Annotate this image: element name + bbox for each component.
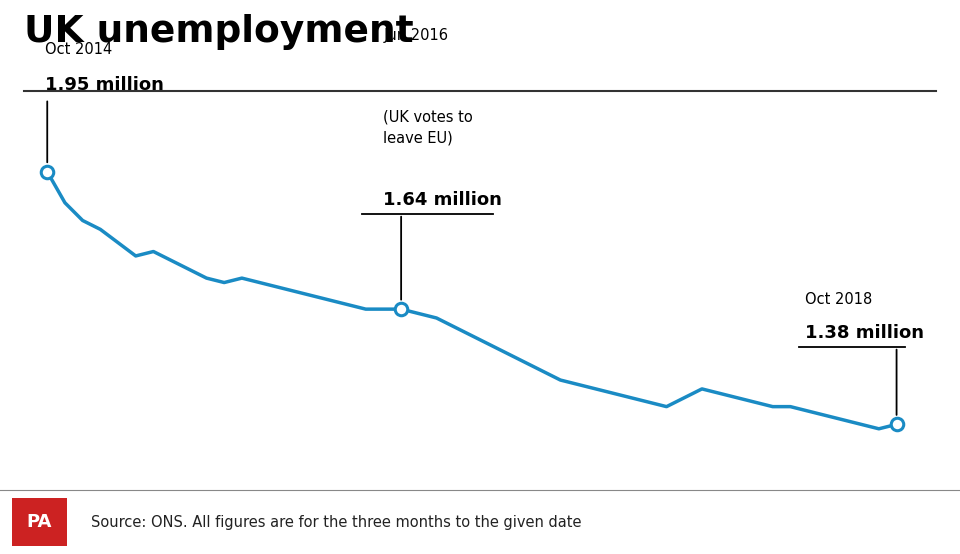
Text: PA: PA	[27, 513, 52, 531]
Text: 1.95 million: 1.95 million	[45, 76, 164, 94]
Text: Jun 2016: Jun 2016	[383, 28, 448, 43]
Bar	[12, 498, 67, 546]
Text: Oct 2014: Oct 2014	[45, 42, 112, 57]
Text: 1.64 million: 1.64 million	[383, 192, 502, 209]
Text: Source: ONS. All figures are for the three months to the given date: Source: ONS. All figures are for the thr…	[91, 515, 582, 530]
Text: (UK votes to
leave EU): (UK votes to leave EU)	[383, 110, 473, 145]
Text: UK unemployment: UK unemployment	[24, 14, 414, 50]
Text: Oct 2018: Oct 2018	[804, 292, 872, 307]
Text: 1.38 million: 1.38 million	[804, 325, 924, 342]
